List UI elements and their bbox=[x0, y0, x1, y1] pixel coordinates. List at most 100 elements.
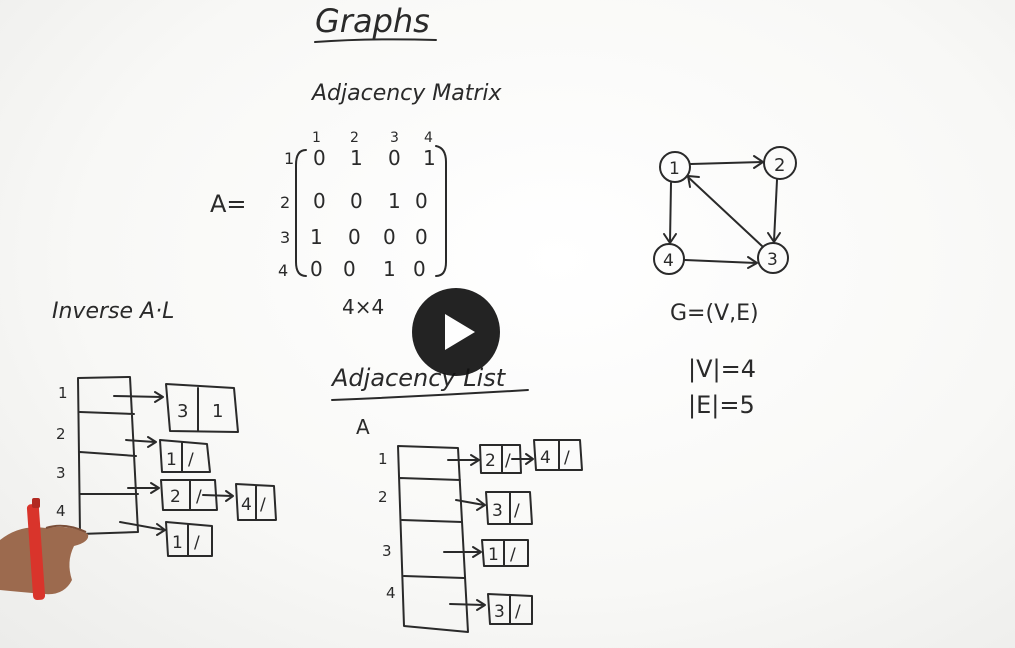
list-node-next: / bbox=[260, 495, 266, 515]
arrow-icon bbox=[202, 490, 234, 502]
adjacency-list-array bbox=[397, 445, 469, 633]
edge-4-3 bbox=[684, 259, 757, 264]
arrow-icon bbox=[449, 599, 486, 611]
inverse-list-index: 1 bbox=[58, 384, 68, 402]
graph-node-2 bbox=[763, 146, 797, 180]
matrix-cell: 1 bbox=[423, 146, 436, 170]
matrix-name: A= bbox=[210, 190, 247, 218]
presenter-hand bbox=[0, 524, 89, 595]
matrix-cell: 0 bbox=[313, 146, 326, 170]
list-node-value: 2 bbox=[170, 487, 181, 507]
list-node bbox=[481, 539, 529, 567]
inverse-list-array bbox=[77, 376, 139, 535]
adjacency-list-index: 1 bbox=[378, 450, 388, 468]
list-node-value: 4 bbox=[540, 448, 551, 468]
matrix-cell: 1 bbox=[388, 189, 401, 213]
inverse-list-indices: 1 2 3 4 bbox=[56, 384, 68, 520]
list-node-next: / bbox=[515, 602, 521, 622]
vertex-count: |V|=4 bbox=[688, 355, 756, 383]
list-node bbox=[165, 521, 213, 557]
play-button[interactable] bbox=[412, 288, 500, 376]
edge-1-2 bbox=[690, 161, 763, 165]
edge-count: |E|=5 bbox=[688, 391, 755, 419]
list-node bbox=[235, 483, 277, 521]
arrow-icon bbox=[127, 482, 160, 494]
list-node-next: / bbox=[505, 451, 511, 471]
matrix-row-headers: 1 2 3 4 bbox=[278, 149, 294, 280]
matrix-col-header: 1 bbox=[312, 130, 321, 146]
adjacency-list-index: 2 bbox=[378, 488, 388, 506]
arrow-icon bbox=[455, 498, 486, 511]
list-node-next: 1 bbox=[212, 401, 223, 422]
graph-definition: G=(V,E) bbox=[670, 301, 759, 326]
matrix-row-header: 3 bbox=[280, 228, 290, 247]
list-node-value: 1 bbox=[488, 545, 499, 565]
edge-1-4 bbox=[669, 182, 672, 243]
edge-3-1 bbox=[687, 176, 763, 247]
list-node-next: / bbox=[188, 450, 194, 470]
list-node-next: / bbox=[196, 487, 202, 507]
adjacency-list-nodes: 2 / 4 / 3 / 1 / 3 / bbox=[479, 439, 583, 625]
matrix-cell: 0 bbox=[348, 225, 361, 249]
list-node-value: 4 bbox=[241, 495, 252, 515]
adjacency-list-index: 3 bbox=[382, 542, 392, 560]
list-node bbox=[165, 383, 239, 433]
inverse-list-heading: Inverse A·L bbox=[52, 299, 174, 324]
list-node bbox=[487, 593, 533, 625]
matrix-col-header: 4 bbox=[424, 130, 433, 146]
adjacency-list-index: 4 bbox=[386, 584, 396, 602]
arrow-icon bbox=[447, 454, 480, 466]
list-node-next: / bbox=[194, 533, 200, 553]
arrow-head-icon bbox=[687, 175, 700, 188]
list-node bbox=[479, 444, 522, 474]
board-title: Graphs bbox=[315, 2, 430, 40]
matrix-cell: 0 bbox=[310, 257, 323, 281]
matrix-size: 4×4 bbox=[342, 295, 384, 319]
list-node-value: 3 bbox=[494, 602, 505, 622]
graph-node-label: 1 bbox=[669, 159, 680, 179]
matrix-col-header: 2 bbox=[350, 130, 359, 146]
inverse-list-index: 3 bbox=[56, 464, 66, 482]
list-node bbox=[160, 479, 218, 511]
list-node-value: 1 bbox=[166, 450, 177, 470]
inverse-list-links bbox=[113, 391, 166, 536]
adjacency-list-indices: 1 2 3 4 bbox=[378, 450, 396, 602]
graph-node-3 bbox=[757, 242, 789, 274]
graph-node-label: 4 bbox=[663, 251, 674, 271]
arrow-icon bbox=[511, 453, 534, 465]
matrix-cell: 0 bbox=[313, 189, 326, 213]
adjacency-list-links bbox=[443, 454, 486, 611]
matrix-heading: Adjacency Matrix bbox=[310, 81, 503, 106]
list-node-value: 2 bbox=[485, 451, 496, 471]
play-icon bbox=[445, 314, 475, 350]
list-node-value: 3 bbox=[177, 401, 188, 422]
inverse-list-nodes: 3 1 1 / 2 / 4 / 1 / bbox=[159, 383, 277, 557]
directed-graph: 1 2 3 4 bbox=[653, 146, 797, 275]
inverse-list-index: 4 bbox=[56, 502, 66, 520]
graph-node-1 bbox=[659, 151, 691, 183]
list-heading-underline bbox=[331, 389, 529, 401]
graph-node-label: 3 bbox=[767, 250, 778, 270]
matrix-cell: 1 bbox=[350, 146, 363, 170]
matrix-col-header: 3 bbox=[390, 130, 399, 146]
matrix-cell: 0 bbox=[388, 146, 401, 170]
adjacency-list-name: A bbox=[356, 415, 370, 439]
arrow-icon bbox=[443, 546, 482, 558]
red-marker-icon bbox=[26, 498, 46, 601]
graph-node-label: 2 bbox=[774, 155, 785, 176]
arrow-head-icon bbox=[767, 232, 781, 243]
title-underline bbox=[314, 38, 437, 43]
arrow-head-icon bbox=[663, 233, 677, 244]
arrow-icon bbox=[113, 391, 164, 403]
matrix-cell: 0 bbox=[350, 189, 363, 213]
list-node bbox=[159, 439, 211, 473]
matrix-cell: 0 bbox=[413, 257, 426, 281]
inverse-list-index: 2 bbox=[56, 425, 66, 443]
list-node bbox=[533, 439, 583, 471]
arrow-head-icon bbox=[753, 155, 764, 169]
matrix-cell: 0 bbox=[415, 225, 428, 249]
matrix-cell: 0 bbox=[383, 225, 396, 249]
matrix-cell: 1 bbox=[310, 225, 323, 249]
